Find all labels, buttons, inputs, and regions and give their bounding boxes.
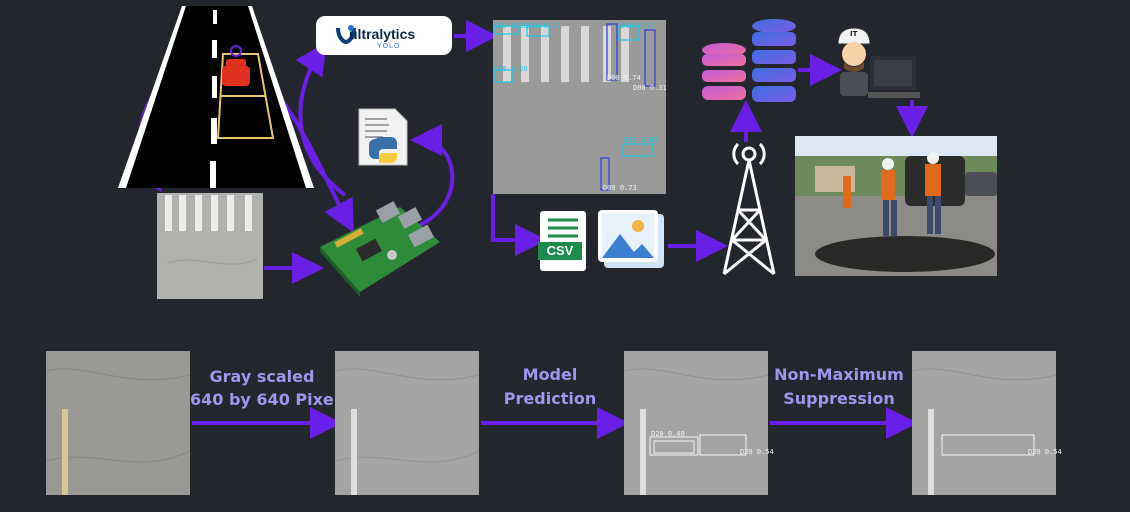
detection-label: D10 0.62 xyxy=(624,136,658,144)
detection-label: D10 0.58 xyxy=(527,22,561,30)
detection-label: D00 0.73 xyxy=(603,184,637,192)
csv-icon: CSV xyxy=(538,242,582,260)
helmet-text: IT xyxy=(850,30,858,38)
prediction-road-image xyxy=(624,351,768,495)
step-model-prediction-line2: Prediction xyxy=(503,389,597,408)
detection-label: D00 0.74 xyxy=(607,74,641,82)
prediction-label: D20 0.40 xyxy=(651,430,685,438)
grayscale-road-image xyxy=(335,351,479,495)
engineer-at-computer-icon xyxy=(837,27,920,98)
arrow-pi-to-python xyxy=(410,124,455,227)
arrow-detection-to-csv xyxy=(491,194,547,256)
step-model-prediction-line1: Model xyxy=(522,365,578,384)
detection-label: D00 0.31 xyxy=(633,84,667,92)
yolo-wordmark: YOLO xyxy=(377,43,401,50)
radio-tower-icon xyxy=(722,142,776,276)
ultralytics-mark-icon xyxy=(336,25,356,45)
nms-label: D20 0.54 xyxy=(1028,448,1062,456)
image-icon xyxy=(598,210,664,268)
step-nms-line1: Non-Maximum xyxy=(774,365,904,384)
step-nms-line2: Suppression xyxy=(783,389,895,408)
database-icon xyxy=(702,19,796,102)
step-gray-scale-line2: 640 by 640 Pixels xyxy=(190,390,349,409)
python-file-icon xyxy=(358,108,408,166)
prediction-label: D20 0.54 xyxy=(740,448,774,456)
csv-lines xyxy=(548,218,578,238)
road-camera-icon xyxy=(118,6,314,188)
arrow-pi-to-yolo xyxy=(295,41,347,197)
detection-label: D10 0.26 xyxy=(494,65,528,73)
original-road-image xyxy=(46,351,190,495)
road-repair-photo xyxy=(795,136,997,276)
ultralytics-wordmark: ultralytics xyxy=(349,26,416,42)
detection-label: D10 0.50 xyxy=(494,22,528,30)
nms-road-image xyxy=(912,351,1056,495)
crosswalk-crop-image xyxy=(157,193,263,299)
raspberry-pi-icon xyxy=(320,201,440,297)
step-gray-scale-line1: Gray scaled xyxy=(209,367,315,386)
detection-label: D10 0.78 xyxy=(621,22,655,30)
detection-result-image xyxy=(493,20,666,194)
